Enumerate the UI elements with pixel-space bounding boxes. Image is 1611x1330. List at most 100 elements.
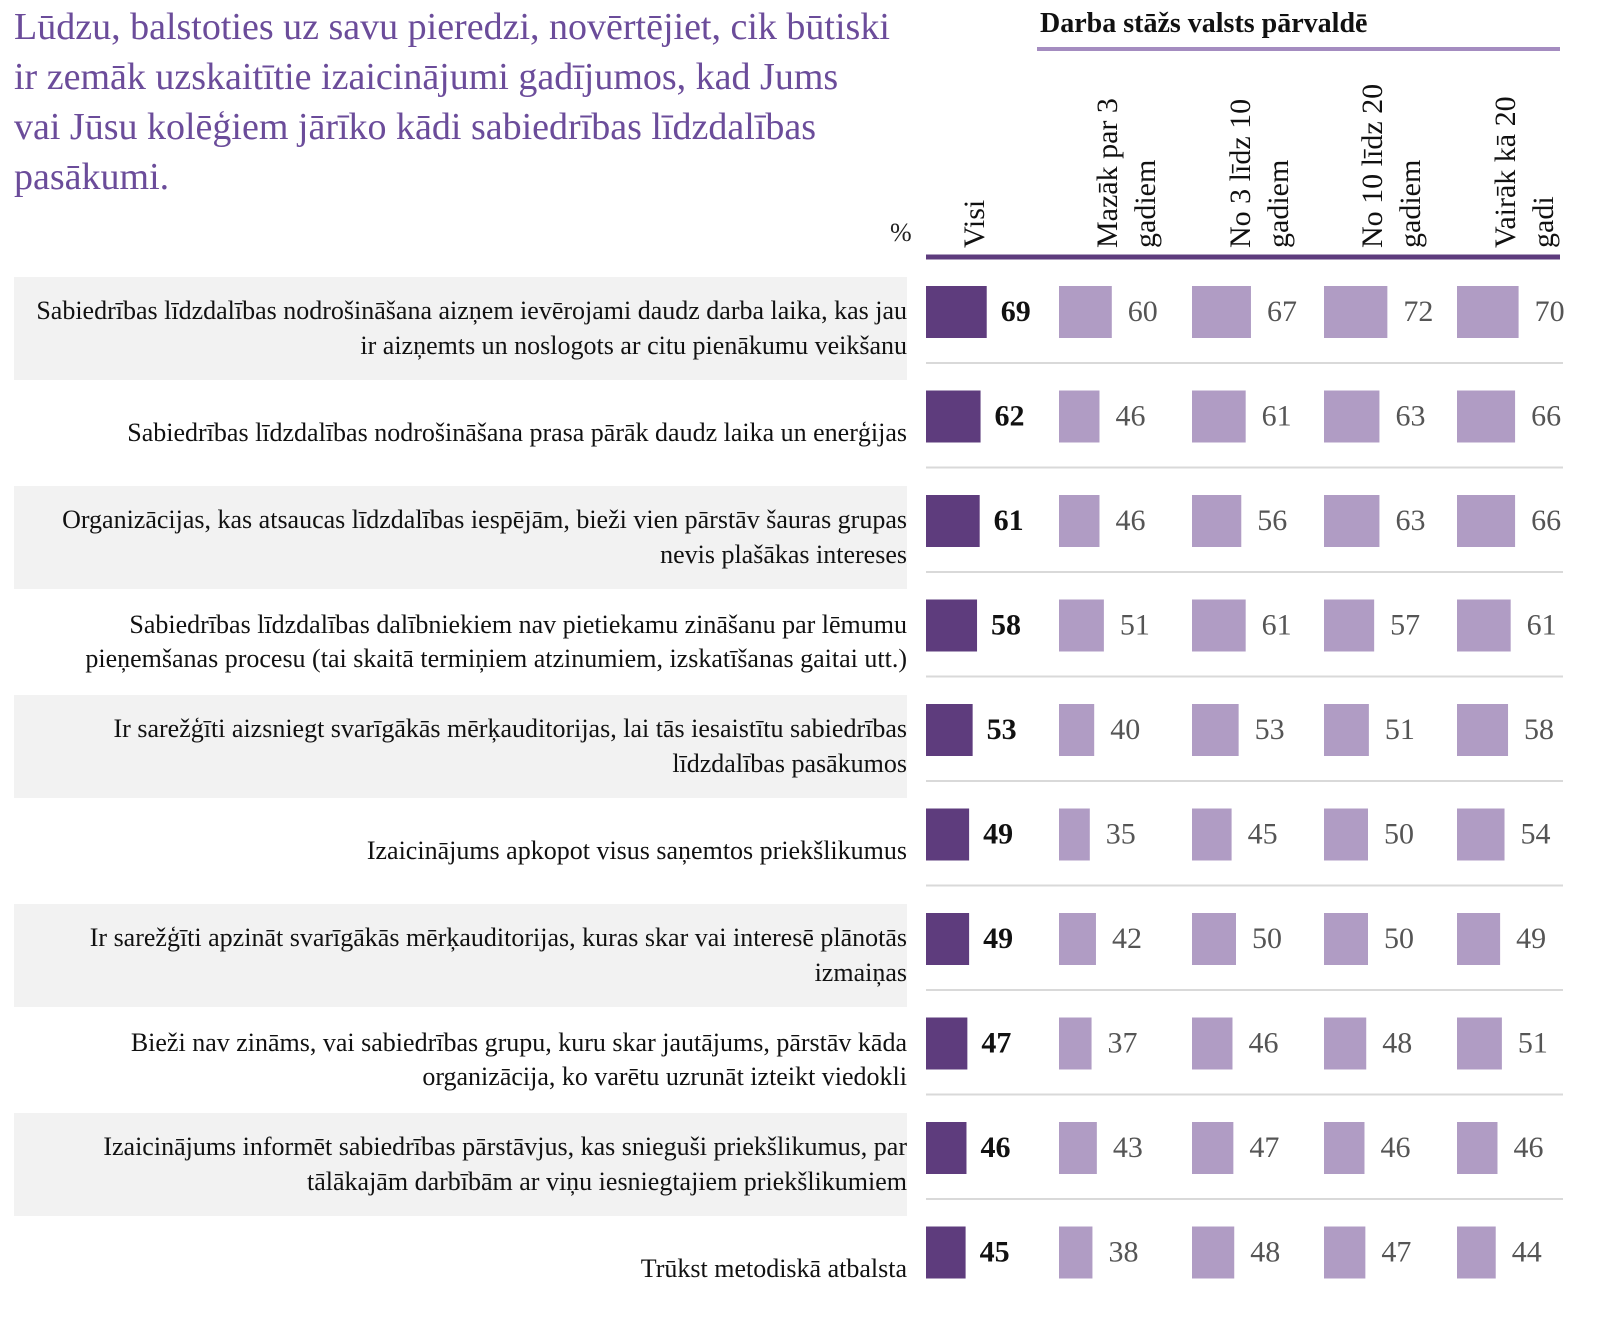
value-label: 60	[1128, 295, 1158, 328]
row-label: Organizācijas, kas atsaucas līdzdalības …	[62, 505, 907, 569]
unit-label: %	[890, 218, 912, 247]
value-label: 63	[1395, 504, 1425, 537]
chart-title: Lūdzu, balstoties uz savu pieredzi, novē…	[14, 6, 890, 198]
value-label: 57	[1390, 608, 1420, 641]
value-label: 47	[1249, 1131, 1279, 1164]
bar	[1059, 1122, 1097, 1174]
bar	[1192, 286, 1251, 338]
row-label-cell: Ir sarežģīti apzināt svarīgākās mērķaudi…	[14, 904, 907, 1007]
bar	[926, 286, 987, 338]
value-label: 46	[1115, 399, 1145, 432]
value-label: 45	[1248, 817, 1278, 850]
bar	[1324, 599, 1375, 652]
bar	[1192, 913, 1236, 965]
value-label: 53	[1255, 713, 1285, 746]
value-label: 50	[1384, 817, 1414, 850]
value-label: 69	[1001, 295, 1031, 328]
row-label: Sabiedrības līdzdalības nodrošināšana pr…	[127, 417, 907, 447]
value-label: 49	[983, 922, 1013, 955]
bar	[1192, 808, 1232, 861]
row-label-cell: Sabiedrības līdzdalības nodrošināšana ai…	[14, 277, 907, 380]
value-label: 58	[991, 608, 1021, 641]
bar	[1059, 1226, 1093, 1279]
value-label: 40	[1110, 713, 1140, 746]
bar	[1324, 1226, 1366, 1279]
bar	[1457, 390, 1516, 443]
bar	[1059, 1017, 1092, 1070]
bar	[1324, 390, 1380, 443]
row-label-cell: Trūkst metodiskā atbalsta	[14, 1218, 907, 1321]
row-label-cell: Ir sarežģīti aizsniegt svarīgākās mērķau…	[14, 695, 907, 798]
row-label: Sabiedrības līdzdalības dalībniekiem nav…	[85, 609, 907, 674]
value-label: 37	[1108, 1026, 1138, 1059]
row-label: Ir sarežģīti apzināt svarīgākās mērķaudi…	[89, 923, 907, 987]
value-label: 43	[1113, 1131, 1143, 1164]
value-label: 45	[980, 1235, 1010, 1268]
value-label: 66	[1531, 399, 1561, 432]
row-label: Ir sarežģīti aizsniegt svarīgākās mērķau…	[113, 714, 907, 778]
column-header: Visi	[958, 199, 991, 248]
value-label: 63	[1395, 399, 1425, 432]
bar	[1324, 1017, 1367, 1070]
bar	[1192, 390, 1246, 443]
row-label-cell: Bieži nav zināms, vai sabiedrības grupu,…	[14, 1009, 907, 1112]
value-label: 35	[1106, 817, 1136, 850]
row-label: Trūkst metodiskā atbalsta	[640, 1253, 907, 1283]
value-label: 72	[1403, 295, 1433, 328]
value-label: 53	[987, 713, 1017, 746]
value-label: 47	[981, 1026, 1011, 1059]
value-label: 46	[1380, 1131, 1410, 1164]
bar	[1192, 1017, 1233, 1070]
value-label: 46	[1513, 1131, 1543, 1164]
bar	[1457, 286, 1519, 338]
value-label: 66	[1531, 504, 1561, 537]
row-label: Sabiedrības līdzdalības nodrošināšana ai…	[36, 296, 907, 360]
bar	[926, 1017, 968, 1070]
row-label: Izaicinājums apkopot visus saņemtos prie…	[366, 835, 907, 865]
bar	[926, 495, 980, 547]
bar	[1457, 1017, 1502, 1070]
bar	[1457, 599, 1511, 652]
value-label: 48	[1382, 1026, 1412, 1059]
bar	[926, 1122, 967, 1174]
bar	[1457, 913, 1501, 965]
column-header: Mazāk par 3 gadiem	[1091, 98, 1162, 248]
bar	[926, 704, 973, 756]
value-label: 58	[1524, 713, 1554, 746]
bar	[1059, 390, 1100, 443]
column-group-title: Darba stāžs valsts pārvaldē	[1040, 8, 1368, 39]
value-label: 51	[1120, 608, 1150, 641]
value-label: 47	[1381, 1235, 1411, 1268]
bar	[1192, 1122, 1234, 1174]
bar	[1457, 1226, 1496, 1279]
bar	[1457, 808, 1505, 861]
bar	[1192, 599, 1246, 652]
row-label-cell: Sabiedrības līdzdalības nodrošināšana pr…	[14, 382, 907, 485]
value-label: 46	[1248, 1026, 1278, 1059]
value-label: 62	[995, 399, 1025, 432]
bar	[1059, 495, 1100, 547]
column-header: No 10 līdz 20 gadiem	[1356, 83, 1427, 248]
value-label: 49	[983, 817, 1013, 850]
value-label: 61	[1262, 399, 1292, 432]
bar	[1059, 704, 1095, 756]
bar	[1059, 913, 1096, 965]
bar	[1059, 286, 1112, 338]
bar	[1324, 808, 1368, 861]
value-label: 50	[1384, 922, 1414, 955]
value-label: 50	[1252, 922, 1282, 955]
value-label: 51	[1518, 1026, 1548, 1059]
value-label: 70	[1535, 295, 1565, 328]
bar	[1192, 495, 1242, 547]
bar	[926, 913, 970, 965]
bar	[926, 1226, 966, 1279]
value-label: 61	[1527, 608, 1557, 641]
value-label: 46	[1115, 504, 1145, 537]
value-label: 56	[1257, 504, 1287, 537]
row-label-cell: Izaicinājums informēt sabiedrības pārstā…	[14, 1113, 907, 1216]
value-label: 67	[1267, 295, 1297, 328]
value-label: 48	[1250, 1235, 1280, 1268]
bar	[1324, 1122, 1365, 1174]
value-label: 42	[1112, 922, 1142, 955]
